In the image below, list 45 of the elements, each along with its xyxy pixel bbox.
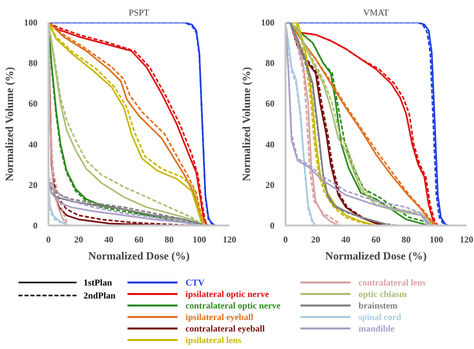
x-tick-label: 120 [460,234,474,244]
text: contralateral optic nerve [186,300,280,310]
chart-title: VMAT [363,8,390,18]
x-tick-label: 120 [222,234,237,244]
y-tick-label: 40 [28,139,38,150]
y-tick-label: 60 [28,98,38,109]
x-tick-label: 60 [372,234,381,244]
x-tick-label: 40 [104,234,114,244]
y-tick-label: 40 [266,139,275,150]
y-tick-label: 0 [270,220,275,230]
y-tick-label: 80 [28,58,38,68]
y-tick-label: 0 [33,220,38,230]
y-tick-label: 60 [266,98,275,109]
text: contralateral lens [358,278,426,288]
x-tick-label: 100 [192,234,207,244]
y-tick-label: 20 [28,180,38,190]
x-tick-label: 80 [402,234,412,244]
x-tick-label: 100 [430,234,444,244]
x-axis-title: Normalized Dose (%) [88,250,190,262]
y-tick-label: 20 [266,180,275,190]
text: spinal cord [358,312,402,322]
text: ipsilateral optic nerve [186,289,269,299]
text: CTV [186,278,205,288]
y-axis-title: Normalized Volume (%) [4,66,16,182]
text: 1stPlan [84,278,112,288]
x-tick-label: 60 [134,234,144,244]
x-axis-title: Normalized Dose (%) [325,250,428,262]
text: ipsilateral eyeball [186,312,254,322]
y-tick-label: 100 [261,18,275,28]
x-tick-label: 0 [46,234,52,244]
y-axis-title: Normalized Volume (%) [241,66,253,182]
x-tick-label: 80 [164,234,174,244]
text: mandible [358,324,395,334]
y-tick-label: 100 [24,18,38,28]
x-tick-label: 40 [341,234,351,244]
x-tick-label: 20 [74,234,84,244]
text: 2ndPlan [84,290,116,300]
chart-title: PSPT [128,8,150,18]
x-tick-label: 0 [283,234,288,244]
y-tick-label: 80 [266,58,275,68]
text: optic chiasm [358,289,408,299]
text: brainstem [358,300,398,310]
text: contralateral eyeball [186,324,266,334]
text: ipsilateral lens [186,335,242,345]
x-tick-label: 20 [311,234,321,244]
